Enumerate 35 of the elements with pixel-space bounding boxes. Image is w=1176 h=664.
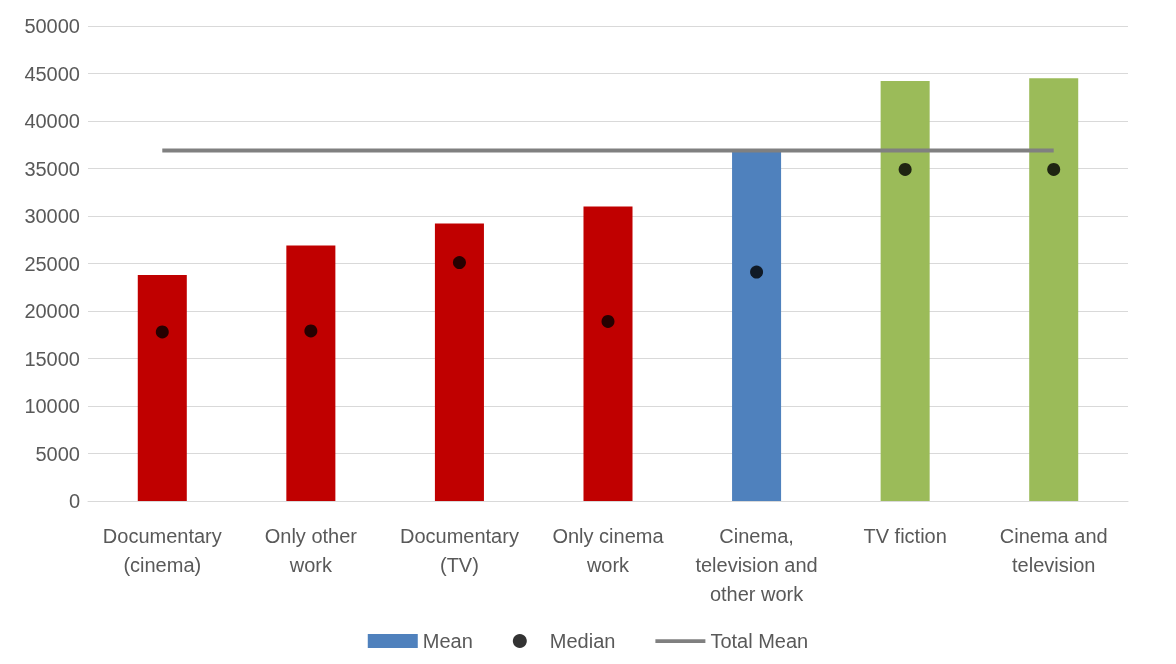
y-tick-label: 5000 [35,442,80,465]
bar [880,81,930,501]
point [898,162,912,176]
legend-label: Mean [422,630,473,652]
x-tick-label: Documentary (cinema) [102,524,222,576]
point [1047,162,1061,176]
x-tick-label: Only cinema work [552,524,665,576]
bar [137,274,187,501]
bar [434,223,484,501]
y-tick-label: 0 [68,490,80,512]
bar [1029,78,1079,501]
point [601,314,615,328]
point [155,325,169,339]
x-tick-label: TV fiction [863,524,947,547]
x-tick-label: Documentary (TV) [399,524,519,576]
bar [583,206,633,501]
bar [286,245,336,501]
y-tick-label: 10000 [24,395,80,417]
y-tick-label: 45000 [24,62,80,85]
y-tick-label: 30000 [24,205,80,227]
y-tick-label: 25000 [24,252,80,275]
point [750,265,764,279]
legend-label: Total Mean [710,630,809,652]
y-tick-label: 50000 [24,15,80,37]
x-tick-label: Cinema and television [999,524,1108,576]
y-tick-label: 40000 [24,110,80,132]
y-tick-label: 20000 [24,300,80,322]
legend-label: Median [549,630,616,652]
bar [732,150,782,501]
point [452,256,466,270]
x-tick-label: Cinema, television and other work [695,524,818,605]
y-tick-label: 35000 [24,157,80,180]
x-tick-label: Only other work [264,524,358,576]
point [304,324,318,338]
y-tick-label: 15000 [24,347,80,370]
